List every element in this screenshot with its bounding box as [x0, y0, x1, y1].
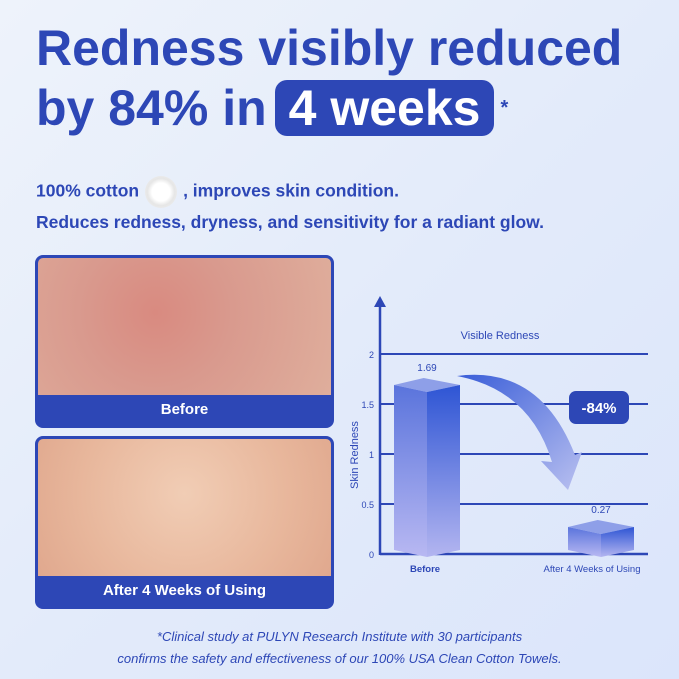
subtitle: 100% cotton , improves skin condition. Re…: [36, 176, 544, 236]
data-label: 1.69: [417, 363, 437, 374]
after-skin-image: [38, 439, 331, 576]
chart-title: Visible Redness: [461, 330, 540, 342]
after-caption: After 4 Weeks of Using: [102, 582, 267, 599]
headline-line1: Redness visibly reduced: [36, 20, 623, 76]
subtitle-text: 100% cotton: [36, 180, 140, 201]
before-caption: Before: [160, 401, 209, 418]
asterisk: *: [500, 97, 509, 119]
reduction-badge: [569, 391, 629, 424]
cotton-icon: [145, 176, 178, 208]
bar-side: [601, 527, 634, 557]
subtitle-text: , improves skin condition.: [183, 180, 399, 201]
footnote: *Clinical study at PULYN Research Instit…: [0, 626, 679, 670]
headline: Redness visibly reduced by 84% in 4 weeks…: [36, 18, 622, 138]
x-tick-label: Before: [410, 564, 440, 575]
y-axis-label: Skin Redness: [349, 421, 361, 489]
before-photo: Before: [35, 255, 334, 428]
y-tick-label: 0.5: [361, 500, 374, 510]
y-axis-arrow-icon: [374, 296, 386, 307]
before-skin-image: [38, 258, 331, 395]
subtitle-line2: Reduces redness, dryness, and sensitivit…: [36, 212, 544, 232]
footnote-line2: confirms the safety and effectiveness of…: [117, 651, 562, 666]
reduction-label: -84%: [581, 400, 616, 417]
x-tick-label: After 4 Weeks of Using: [544, 564, 641, 575]
decrease-arrow-icon: [457, 374, 582, 490]
after-photo: After 4 Weeks of Using: [35, 436, 334, 609]
bar: [568, 527, 601, 557]
footnote-line1: *Clinical study at PULYN Research Instit…: [156, 629, 523, 644]
y-tick-label: 1.5: [361, 400, 374, 410]
data-label: 0.27: [591, 505, 611, 516]
bar-side: [427, 385, 460, 557]
headline-highlight: 4 weeks: [274, 80, 495, 136]
y-tick-label: 2: [369, 350, 374, 360]
y-tick-label: 0: [369, 550, 374, 560]
headline-line2: by 84% in: [36, 80, 267, 136]
y-tick-label: 1: [369, 450, 374, 460]
bar: [394, 385, 427, 557]
